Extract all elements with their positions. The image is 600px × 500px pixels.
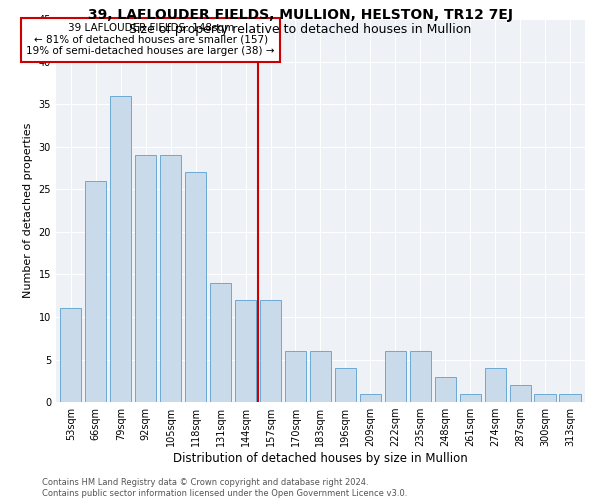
Bar xyxy=(285,351,306,402)
Bar xyxy=(160,155,181,402)
Bar xyxy=(235,300,256,402)
Bar xyxy=(310,351,331,402)
Bar xyxy=(559,394,581,402)
Text: 39, LAFLOUDER FIELDS, MULLION, HELSTON, TR12 7EJ: 39, LAFLOUDER FIELDS, MULLION, HELSTON, … xyxy=(88,8,512,22)
Bar xyxy=(434,376,456,402)
Bar xyxy=(335,368,356,402)
Text: 39 LAFLOUDER FIELDS: 148sqm
← 81% of detached houses are smaller (157)
19% of se: 39 LAFLOUDER FIELDS: 148sqm ← 81% of det… xyxy=(26,24,275,56)
Bar xyxy=(360,394,381,402)
X-axis label: Distribution of detached houses by size in Mullion: Distribution of detached houses by size … xyxy=(173,452,468,465)
Bar xyxy=(509,385,531,402)
Bar xyxy=(485,368,506,402)
Bar xyxy=(410,351,431,402)
Bar xyxy=(385,351,406,402)
Text: Contains HM Land Registry data © Crown copyright and database right 2024.
Contai: Contains HM Land Registry data © Crown c… xyxy=(42,478,407,498)
Bar xyxy=(260,300,281,402)
Bar xyxy=(60,308,82,402)
Bar xyxy=(210,283,231,402)
Bar xyxy=(460,394,481,402)
Bar xyxy=(135,155,157,402)
Bar xyxy=(535,394,556,402)
Bar xyxy=(85,180,106,402)
Bar xyxy=(110,96,131,402)
Bar xyxy=(185,172,206,402)
Text: Size of property relative to detached houses in Mullion: Size of property relative to detached ho… xyxy=(129,22,471,36)
Y-axis label: Number of detached properties: Number of detached properties xyxy=(23,123,33,298)
